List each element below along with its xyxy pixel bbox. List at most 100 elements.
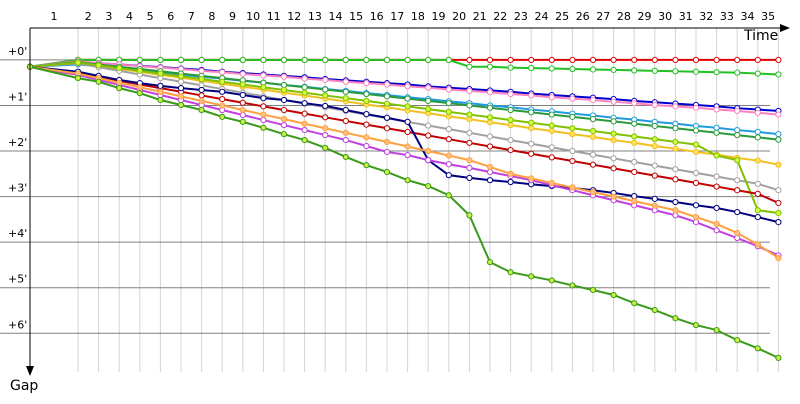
data-point <box>734 187 741 194</box>
data-point <box>692 56 700 63</box>
x-tick-label: 12 <box>287 10 301 23</box>
x-tick-label: 21 <box>473 10 487 23</box>
data-point <box>136 67 143 74</box>
data-point <box>548 56 555 63</box>
data-point <box>239 111 246 119</box>
data-point <box>589 56 597 63</box>
series-line <box>29 58 779 76</box>
data-point <box>692 127 700 134</box>
data-point <box>548 127 555 135</box>
data-point <box>280 121 288 129</box>
data-point <box>548 65 555 72</box>
data-point <box>425 56 432 63</box>
data-point <box>425 147 432 155</box>
x-tick-label: 18 <box>411 10 425 23</box>
data-point <box>754 207 761 214</box>
data-point <box>734 69 741 76</box>
series-line <box>29 65 779 257</box>
data-point <box>507 147 514 154</box>
series-group <box>26 56 782 361</box>
data-point <box>528 64 535 72</box>
data-point <box>95 62 102 69</box>
data-point <box>425 122 432 129</box>
data-point <box>466 174 473 182</box>
data-point <box>342 129 349 136</box>
series-line <box>29 65 779 224</box>
data-point <box>466 56 473 63</box>
data-point <box>322 131 329 139</box>
data-point <box>548 111 555 118</box>
data-point <box>466 164 473 171</box>
data-point <box>528 92 535 99</box>
data-point <box>713 183 720 190</box>
data-point <box>466 129 473 136</box>
x-tick-label: 30 <box>658 10 672 23</box>
x-tick-label: 31 <box>679 10 693 23</box>
data-point <box>383 125 391 132</box>
data-point <box>589 151 597 158</box>
data-point <box>322 125 329 132</box>
data-point <box>734 56 741 63</box>
data-point <box>754 241 761 248</box>
data-point <box>692 321 700 329</box>
data-point <box>445 100 452 107</box>
data-point <box>486 114 494 121</box>
data-point <box>383 56 391 63</box>
data-point <box>116 64 123 72</box>
data-point <box>157 96 164 104</box>
data-point <box>342 106 349 114</box>
data-point <box>672 176 679 183</box>
data-point <box>301 89 308 96</box>
data-point <box>610 193 617 200</box>
data-point <box>322 86 329 93</box>
data-point <box>713 106 720 113</box>
data-point <box>631 67 638 74</box>
data-point <box>425 84 432 91</box>
data-point <box>610 136 617 144</box>
data-point <box>713 69 720 76</box>
data-point <box>239 106 246 114</box>
data-point <box>136 84 143 91</box>
data-point <box>548 94 555 101</box>
data-point <box>672 103 679 110</box>
data-point <box>260 103 267 110</box>
data-point <box>198 92 205 99</box>
data-point <box>486 168 494 176</box>
data-point <box>528 56 535 63</box>
data-point <box>486 119 494 126</box>
data-point <box>713 124 720 131</box>
data-point <box>342 78 349 85</box>
data-point <box>713 129 720 136</box>
data-point <box>754 134 761 141</box>
data-point <box>363 142 370 150</box>
data-point <box>569 131 576 138</box>
data-point <box>116 85 123 92</box>
data-point <box>486 163 494 171</box>
data-point <box>198 75 205 83</box>
data-point <box>198 106 205 114</box>
data-point <box>775 56 782 63</box>
data-point <box>157 82 164 89</box>
data-point <box>198 97 205 105</box>
series-line <box>29 60 779 116</box>
series-line <box>29 65 779 259</box>
y-axis-label: Gap <box>10 378 38 394</box>
data-point <box>260 111 267 118</box>
data-point <box>692 213 700 221</box>
data-point <box>280 81 288 89</box>
data-point <box>260 95 267 102</box>
data-point <box>528 125 535 132</box>
data-point <box>466 157 473 164</box>
data-point <box>775 111 782 118</box>
data-point <box>280 73 288 80</box>
data-point <box>651 202 658 209</box>
y-tick-label: +4' <box>8 227 27 240</box>
data-point <box>280 131 288 138</box>
data-point <box>734 234 741 242</box>
x-tick-label: 27 <box>596 10 610 23</box>
data-point <box>95 78 102 85</box>
data-point <box>198 86 205 94</box>
data-point <box>672 207 679 214</box>
x-tick-label: 26 <box>576 10 590 23</box>
